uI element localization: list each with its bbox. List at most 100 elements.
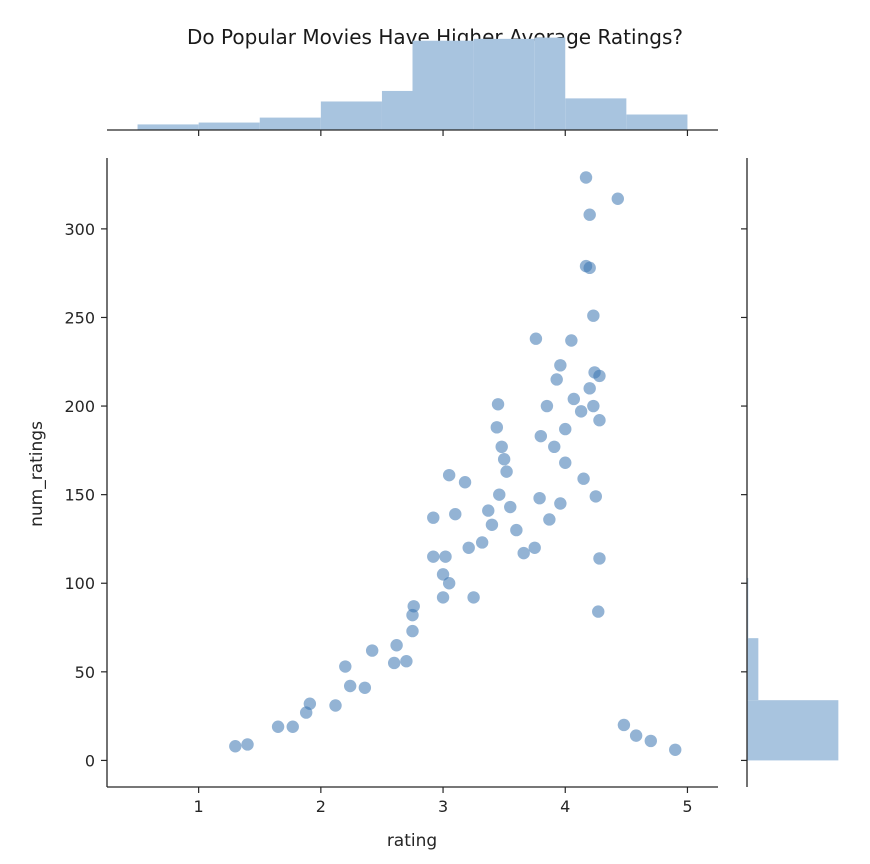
scatter-point [365,644,379,657]
scatter-point [390,639,403,652]
scatter-point [500,465,513,478]
scatter-point [427,550,440,563]
scatter-point [540,399,554,413]
scatter-point [559,456,572,469]
marginal-x-bar [320,101,382,130]
x-tick-label: 1 [194,797,204,816]
scatter-point [629,729,643,742]
scatter-point [229,740,242,753]
scatter-point [577,472,590,485]
scatter-point [504,500,517,514]
marginal-x-bar [381,90,413,130]
scatter-point [611,192,624,205]
scatter-point [533,491,546,505]
scatter-point [436,591,450,604]
scatter-point [510,523,523,537]
scatter-point [329,699,342,712]
scatter-point [529,332,543,345]
marginal-x-bar [565,98,627,130]
scatter-point [299,706,313,719]
scatter-point [583,261,596,275]
scatter-point [548,440,561,454]
x-tick-label: 4 [560,797,570,816]
scatter-point [554,359,567,372]
scatter-point [491,398,505,411]
scatter-point [592,605,605,618]
scatter-point [482,504,495,517]
scatter-point [485,518,499,531]
scatter-point [442,468,456,482]
scatter-point [528,541,541,555]
marginal-x-bar [259,117,321,130]
scatter-point [406,624,419,638]
scatter-point [543,513,556,526]
scatter-point [400,655,413,668]
scatter-point [644,734,657,748]
marginal-x-bar [137,124,199,130]
scatter-point [593,414,606,427]
scatter-point [565,334,578,347]
scatter-point [559,422,572,436]
x-tick-label: 5 [682,797,692,816]
marginal-y-bar [747,700,839,761]
x-tick-label: 2 [316,797,326,816]
scatter-point [583,382,596,395]
y-tick-label: 150 [64,486,95,505]
scatter-point [550,373,563,386]
scatter-point [617,718,631,732]
scatter-point [587,309,600,322]
scatter-point [449,507,462,521]
marginal-x-bar [534,37,566,131]
scatter-point [593,369,606,383]
scatter-point [442,577,456,590]
marginal-x-bar [412,40,474,130]
scatter-point [339,660,352,673]
y-tick-label: 100 [64,574,95,593]
scatter-point [587,399,600,413]
scatter-point [490,421,504,434]
scatter-point [495,440,508,454]
scatter-point [567,392,581,406]
scatter-point [554,497,567,510]
scatter-point [534,429,548,443]
x-tick-label: 3 [438,797,448,816]
scatter-points [229,171,682,756]
marginal-x-histogram [107,37,718,136]
marginal-x-bar [198,122,260,130]
x-axis-label: rating [387,831,437,851]
scatter-point [589,490,602,503]
scatter-point [286,720,299,733]
scatter-point [358,681,372,694]
y-tick-label: 250 [64,308,95,327]
y-tick-label: 50 [75,663,95,682]
scatter-point [583,208,596,221]
scatter-point [497,453,511,466]
marginal-y-bar [747,638,759,701]
y-tick-label: 300 [64,220,95,239]
scatter-point [593,552,606,565]
marginal-y-histogram [741,158,839,787]
marginal-x-bar [473,38,535,130]
scatter-point [475,536,489,549]
scatter-point [271,720,285,733]
scatter-point [427,511,440,524]
scatter-point [436,568,450,581]
scatter-point [406,608,419,622]
scatter-point [493,488,506,501]
scatter-point [387,656,401,670]
scatter-point [517,546,530,560]
scatter-point [579,171,593,184]
y-tick-label: 0 [85,751,95,770]
scatter-point [669,743,682,756]
y-axis-label: num_ratings [27,421,47,527]
scatter-point [458,476,472,489]
scatter-point [439,550,452,563]
scatter-point [574,405,588,418]
scatter-point [343,679,357,693]
scatter-point [462,541,475,555]
y-tick-label: 200 [64,397,95,416]
scatter-point [241,738,254,751]
